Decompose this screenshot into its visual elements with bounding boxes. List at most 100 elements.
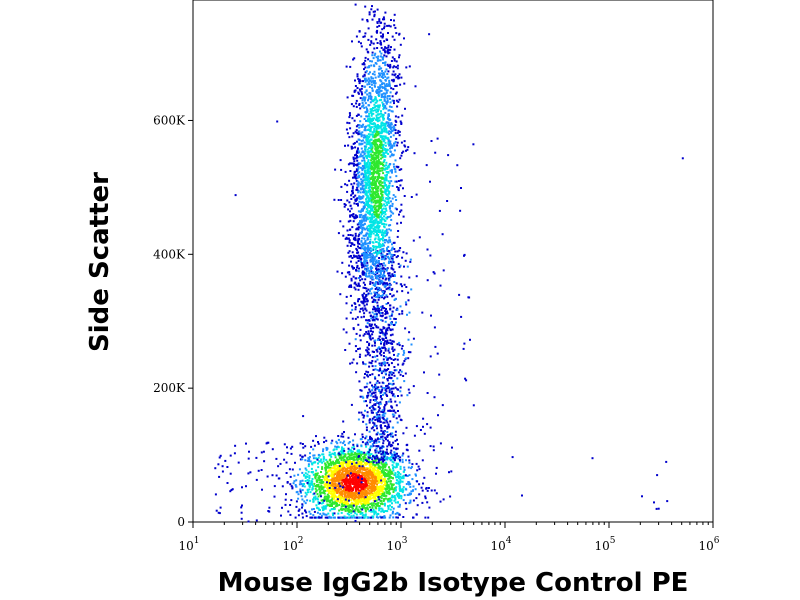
data-point — [334, 168, 337, 171]
data-point — [355, 473, 358, 476]
data-point — [382, 291, 385, 294]
data-point — [324, 516, 327, 519]
data-point — [360, 486, 362, 489]
data-point — [373, 216, 376, 219]
data-point — [351, 226, 354, 229]
data-point — [395, 462, 398, 465]
data-point — [398, 313, 401, 316]
data-point — [346, 184, 349, 187]
data-point — [362, 460, 365, 463]
data-point — [369, 437, 371, 440]
data-point — [312, 485, 315, 488]
data-point — [327, 488, 330, 491]
data-point — [380, 397, 383, 400]
data-point — [316, 511, 319, 514]
data-point — [345, 500, 347, 503]
data-point — [370, 157, 373, 160]
data-point — [316, 493, 319, 495]
data-point — [385, 438, 387, 441]
data-point — [392, 254, 394, 256]
data-point — [295, 485, 298, 488]
data-point — [360, 239, 363, 242]
data-point — [385, 490, 388, 493]
data-point — [371, 5, 373, 8]
data-point — [391, 197, 394, 200]
data-point — [338, 509, 341, 512]
data-point — [324, 489, 327, 492]
data-point — [375, 267, 377, 270]
data-point — [370, 155, 373, 157]
data-point — [345, 295, 348, 298]
data-point — [384, 154, 387, 157]
data-point — [384, 468, 387, 471]
data-point — [309, 482, 311, 485]
data-point — [324, 473, 327, 476]
data-point — [298, 468, 301, 471]
data-point — [358, 143, 361, 146]
data-point — [353, 516, 356, 519]
data-point — [389, 445, 392, 448]
data-point — [365, 426, 368, 429]
data-point — [379, 295, 381, 297]
data-point — [378, 403, 381, 406]
data-point — [374, 365, 377, 368]
data-point — [350, 512, 353, 515]
data-point — [361, 505, 363, 507]
data-point — [383, 418, 386, 421]
data-point — [367, 72, 370, 75]
data-point — [376, 420, 379, 423]
data-point — [362, 123, 365, 126]
data-point — [360, 462, 363, 465]
data-point — [386, 231, 389, 234]
data-point — [361, 476, 364, 479]
data-point — [371, 484, 374, 486]
data-point — [358, 483, 361, 486]
data-point — [395, 404, 398, 407]
data-point — [384, 487, 387, 490]
data-point — [366, 108, 368, 111]
data-point — [374, 368, 377, 371]
data-point — [331, 512, 334, 515]
data-point — [394, 140, 397, 143]
data-point — [355, 482, 358, 485]
data-point — [364, 363, 367, 366]
data-point — [378, 492, 381, 495]
data-point — [372, 421, 375, 424]
data-point — [372, 278, 375, 281]
data-point — [392, 88, 395, 91]
data-point — [364, 453, 367, 456]
data-point — [366, 83, 369, 86]
data-point — [396, 377, 399, 380]
data-point — [333, 502, 336, 505]
data-point — [374, 388, 377, 391]
data-point — [367, 142, 370, 145]
data-point — [369, 456, 372, 459]
data-point — [392, 510, 394, 513]
data-point — [384, 124, 387, 127]
data-point — [360, 178, 363, 181]
data-point — [382, 269, 385, 272]
data-point — [374, 391, 377, 394]
data-point — [378, 287, 381, 290]
data-point — [389, 398, 392, 401]
data-point — [329, 466, 332, 469]
data-point — [301, 512, 304, 515]
data-point — [359, 197, 362, 200]
data-point — [398, 130, 401, 133]
data-point — [393, 281, 396, 283]
data-point — [399, 456, 402, 459]
data-point — [373, 308, 376, 311]
data-point — [361, 483, 364, 485]
data-point — [300, 495, 303, 498]
data-point — [315, 469, 318, 472]
data-point — [370, 488, 373, 491]
data-point — [368, 473, 371, 476]
data-point — [403, 380, 406, 383]
data-point — [362, 286, 365, 289]
data-point — [385, 55, 388, 58]
data-point — [381, 138, 384, 141]
data-point — [324, 506, 327, 509]
data-point — [360, 225, 362, 228]
data-point — [387, 480, 390, 483]
data-point — [393, 459, 396, 462]
